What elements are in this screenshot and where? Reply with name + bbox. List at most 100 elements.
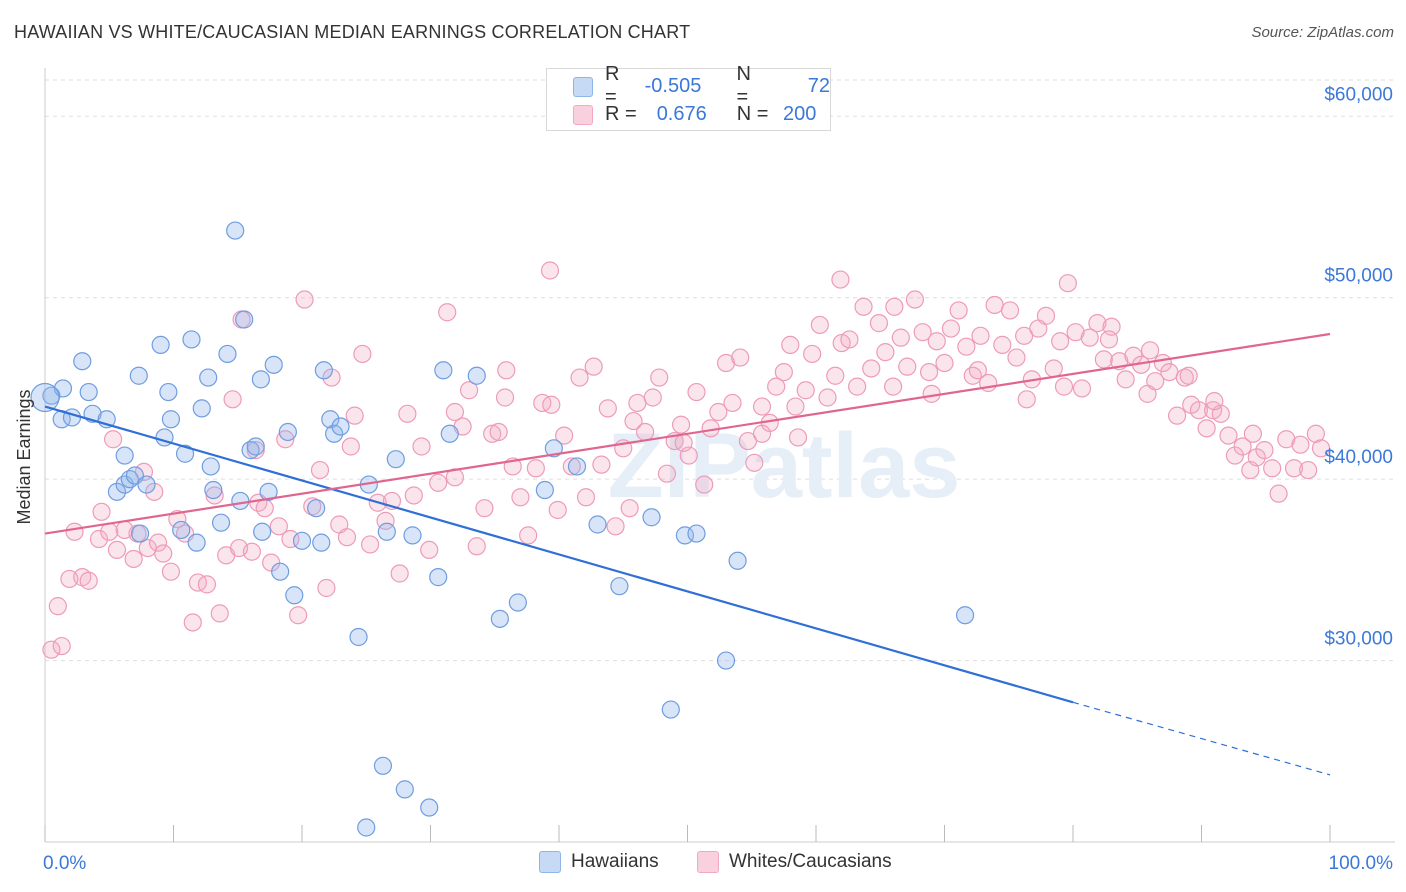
white-point — [1058, 274, 1077, 293]
hawaiian-point — [271, 562, 290, 581]
white-point — [781, 335, 800, 354]
white-point — [862, 359, 881, 378]
chart-title: HAWAIIAN VS WHITE/CAUCASIAN MEDIAN EARNI… — [14, 22, 691, 42]
white-point — [598, 399, 617, 418]
white-point — [519, 526, 538, 545]
white-point — [731, 348, 750, 367]
white-point — [1243, 424, 1263, 443]
white-point — [548, 500, 567, 520]
hawaiian-point — [610, 577, 629, 596]
hawaiian-point — [642, 508, 661, 527]
white-point — [1116, 370, 1135, 389]
white-point — [345, 406, 364, 425]
white-point — [92, 502, 111, 521]
hawaiian-point — [175, 444, 195, 463]
hawaiian-point — [728, 551, 747, 570]
white-point — [1299, 460, 1318, 480]
hawaiian-point — [130, 524, 150, 543]
white-point — [511, 488, 530, 507]
hawaiians-legend-swatch — [539, 851, 561, 873]
white-point — [695, 475, 714, 494]
white-point — [1205, 392, 1224, 411]
hawaiian-point — [264, 355, 283, 374]
white-point — [709, 402, 728, 422]
hawaiian-point — [204, 480, 223, 500]
hawaiians-swatch — [573, 77, 593, 97]
white-point — [1255, 441, 1274, 460]
n-label: N = — [736, 63, 751, 108]
r-value: 0.676 — [656, 102, 707, 125]
hawaiian-point — [161, 410, 181, 429]
white-point — [919, 363, 939, 382]
hawaiian-point — [115, 475, 134, 494]
white-point — [913, 323, 932, 342]
hawaiian-point — [377, 522, 396, 541]
white-point — [1160, 363, 1179, 382]
white-point — [79, 571, 98, 590]
r-value: -0.505 — [644, 74, 702, 97]
white-point — [869, 314, 889, 333]
white-point — [404, 486, 423, 505]
hawaiian-point — [278, 422, 297, 442]
white-point — [1146, 372, 1165, 391]
legend-label-whites: Whites/Caucasians — [729, 851, 892, 872]
white-point — [526, 459, 545, 478]
white-point — [606, 517, 625, 536]
n-value: 72 — [807, 74, 831, 97]
whites-legend-swatch — [697, 851, 719, 873]
x-tick-label-max: 100.0% — [1329, 853, 1394, 874]
hawaiian-point — [588, 515, 607, 534]
hawaiian-point — [321, 410, 340, 429]
white-point — [100, 522, 119, 541]
white-point — [148, 533, 168, 552]
hawaiian-point — [675, 526, 695, 545]
white-point — [295, 290, 314, 309]
tick-labels: $30,000 $40,000 $50,000 $60,000 0.0% 100.0% — [43, 84, 1393, 874]
white-point — [540, 261, 560, 280]
white-point — [1088, 314, 1107, 333]
white-point — [1247, 448, 1266, 467]
white-point — [495, 388, 515, 407]
white-point — [650, 368, 669, 387]
n-value: 200 — [783, 102, 817, 125]
white-point — [1094, 350, 1113, 369]
hawaiian-point — [490, 609, 509, 628]
r-label: R = — [605, 102, 637, 125]
white-point — [752, 397, 772, 416]
white-point — [188, 573, 208, 592]
white-point — [65, 522, 84, 541]
white-point — [971, 326, 990, 345]
white-point — [1015, 326, 1034, 345]
white-point — [269, 517, 288, 536]
white-point — [555, 426, 574, 445]
white-point — [1080, 328, 1099, 347]
hawaiian-point — [192, 399, 211, 418]
white-point — [1311, 439, 1331, 458]
white-point — [255, 499, 274, 518]
white-point — [168, 509, 187, 529]
hawaiian-point — [314, 361, 333, 380]
white-point — [281, 529, 300, 549]
hawaiian-point — [440, 424, 459, 443]
y-tick-label: $30,000 — [1324, 629, 1393, 650]
white-point — [876, 343, 895, 362]
hawaiian-point — [137, 475, 156, 494]
white-point — [831, 270, 850, 289]
white-point — [1099, 330, 1119, 349]
white-point — [1167, 406, 1187, 425]
hawaiian-point — [218, 344, 237, 364]
hawaiian-point — [661, 700, 680, 719]
hawaiian-point — [357, 818, 376, 837]
white-point — [104, 430, 123, 449]
white-point — [752, 424, 772, 443]
hawaiian-point — [187, 533, 206, 552]
white-point — [803, 344, 822, 364]
hawaiian-point — [403, 526, 422, 545]
white-point — [1269, 484, 1288, 503]
white-point — [317, 578, 336, 598]
white-point — [1036, 306, 1056, 325]
stats-legend: R = -0.505 N = 72 R = 0.676 N = 200 — [546, 63, 831, 131]
white-point — [1000, 301, 1020, 320]
white-point — [671, 415, 691, 434]
white-point — [429, 473, 448, 492]
